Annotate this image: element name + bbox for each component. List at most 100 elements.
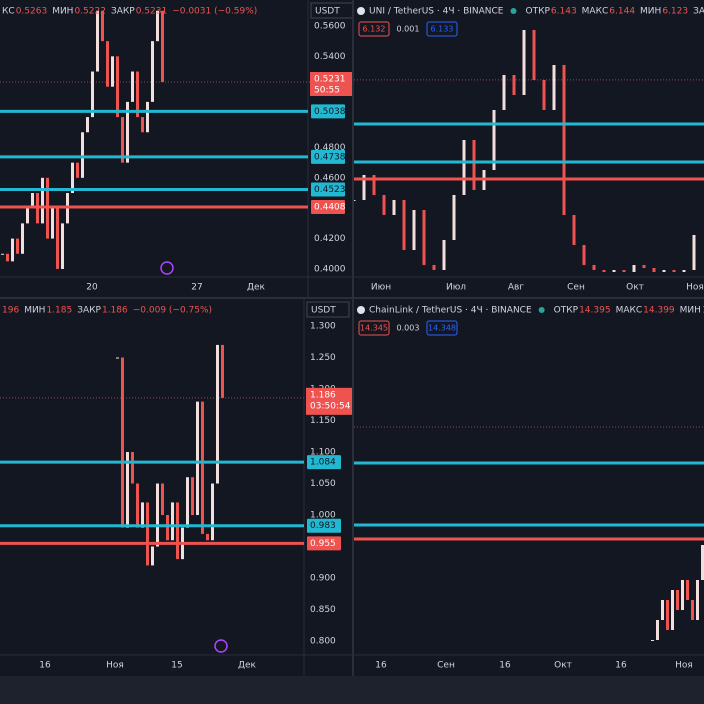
candle xyxy=(666,600,669,630)
candle xyxy=(16,238,19,254)
candle xyxy=(121,357,124,528)
candle xyxy=(126,452,129,528)
event-icon[interactable] xyxy=(214,639,228,653)
level-tag xyxy=(311,149,345,164)
legend-label: МАКС xyxy=(582,7,609,17)
candle xyxy=(186,477,189,528)
candle xyxy=(106,41,109,87)
level-tag-label: 0.5038 xyxy=(314,107,346,117)
candle xyxy=(462,140,466,195)
level-tag-label: 0.4738 xyxy=(314,152,346,162)
symbol-title[interactable]: UNI / TetherUS · 4Ч · BINANCE xyxy=(369,7,504,17)
candle xyxy=(701,545,704,580)
candle xyxy=(532,30,536,80)
candle xyxy=(512,75,516,95)
level-tag xyxy=(311,182,345,197)
currency-label[interactable]: USDT xyxy=(311,306,336,316)
currency-box xyxy=(306,301,350,318)
candle xyxy=(681,580,684,610)
candle xyxy=(201,401,204,534)
candle xyxy=(126,101,129,163)
x-tick-label: Ноя xyxy=(686,283,704,293)
candle xyxy=(136,483,139,528)
x-tick-label: 16 xyxy=(499,661,511,671)
candle xyxy=(6,253,9,262)
legend-value: 6.143 xyxy=(551,7,577,17)
candle xyxy=(502,75,506,110)
candle xyxy=(652,268,656,272)
quote-box[interactable] xyxy=(426,320,458,336)
candle xyxy=(472,140,476,190)
y-tick-label: 1.150 xyxy=(310,416,336,426)
candle xyxy=(61,223,64,269)
candle xyxy=(151,41,154,102)
level-tag xyxy=(311,199,345,214)
candle xyxy=(671,590,674,630)
legend-value: 1.186 xyxy=(102,306,128,316)
candle xyxy=(21,223,24,254)
x-tick-label: Сен xyxy=(567,283,585,293)
candle xyxy=(582,245,586,265)
candle xyxy=(676,590,679,610)
price-tag-timer: 03:50:54 xyxy=(310,401,351,411)
candle xyxy=(662,270,666,272)
candle xyxy=(656,620,659,640)
legend-change: −0.009 (−0.75%) xyxy=(133,306,212,316)
level-tag-label: 0.955 xyxy=(310,539,336,549)
legend-label: МИН xyxy=(24,306,45,316)
candle xyxy=(642,265,646,268)
y-tick-label: 0.4600 xyxy=(314,173,346,183)
candle xyxy=(572,215,576,245)
candle xyxy=(96,10,99,72)
x-tick-label: Июл xyxy=(446,283,466,293)
candle xyxy=(86,117,89,133)
symbol-title[interactable]: ChainLink / TetherUS · 4Ч · BINANCE xyxy=(369,306,532,316)
quote-box[interactable] xyxy=(358,21,390,37)
candle xyxy=(412,210,416,250)
level-tag-label: 0.983 xyxy=(310,521,336,531)
status-dot xyxy=(510,8,517,14)
candle xyxy=(221,344,224,398)
status-dot xyxy=(538,307,545,313)
y-tick-label: 0.4200 xyxy=(314,234,346,244)
quote-box[interactable] xyxy=(358,320,390,336)
legend-value: 6.123 xyxy=(662,7,688,17)
candle xyxy=(166,515,169,541)
legend-value: 14.3 xyxy=(702,306,704,316)
candle xyxy=(522,30,526,95)
symbol-icon xyxy=(357,7,365,15)
x-tick-label: Авг xyxy=(508,283,524,293)
candle xyxy=(116,357,119,359)
candle xyxy=(661,600,664,620)
candle xyxy=(691,600,694,620)
x-tick-label: 15 xyxy=(171,661,182,671)
y-tick-label: 0.850 xyxy=(310,605,336,615)
candle xyxy=(612,270,616,272)
level-tag xyxy=(307,536,341,551)
candle xyxy=(111,56,114,87)
event-icon[interactable] xyxy=(160,261,174,275)
candle xyxy=(0,253,4,255)
level-tag-label: 0.4408 xyxy=(314,202,346,212)
candle xyxy=(354,200,356,201)
candle xyxy=(26,208,29,224)
quote-value: 6.132 xyxy=(363,25,386,34)
candle xyxy=(216,344,219,484)
currency-label[interactable]: USDT xyxy=(315,7,340,17)
candle xyxy=(686,580,689,600)
candle xyxy=(392,200,396,215)
x-tick-label: Дек xyxy=(238,661,257,671)
legend-value: 6.144 xyxy=(609,7,635,17)
legend-value: 0.5222 xyxy=(74,7,106,17)
candle xyxy=(156,10,159,42)
candle xyxy=(622,270,626,272)
currency-box xyxy=(310,2,352,19)
quote-box[interactable] xyxy=(426,21,458,37)
candle xyxy=(602,270,606,272)
candle xyxy=(121,117,124,163)
legend-label: ОТКР xyxy=(554,306,579,316)
y-tick-label: 0.900 xyxy=(310,574,336,584)
quote-value: 0.003 xyxy=(397,324,420,333)
legend-value: 14.395 xyxy=(579,306,611,316)
